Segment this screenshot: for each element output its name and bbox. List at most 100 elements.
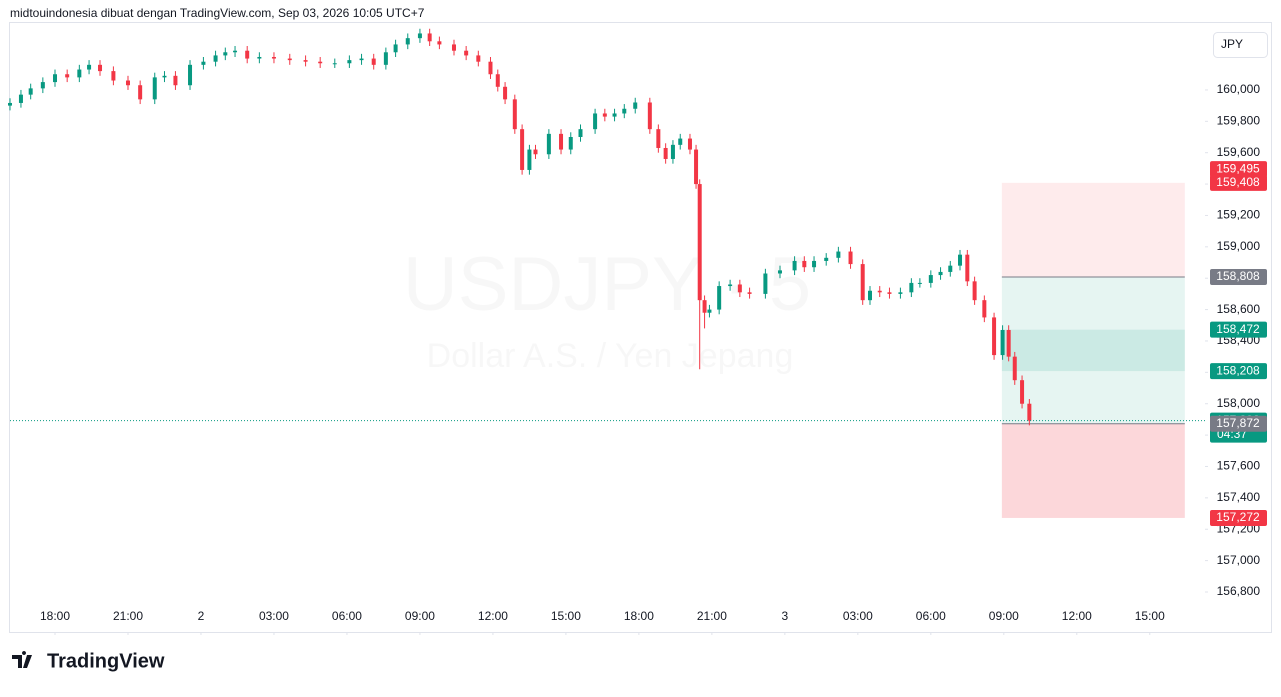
candle-body (909, 282, 914, 293)
position-zone (1001, 329, 1185, 372)
candle-body (678, 138, 683, 145)
candle-body (213, 55, 218, 62)
candle-body (476, 55, 481, 62)
y-tick-label: 158,000 (1217, 396, 1261, 410)
x-tick-label: 06:00 (332, 609, 362, 623)
candle-body (188, 64, 193, 86)
candle-body (1000, 329, 1005, 356)
currency-label[interactable]: JPY (1221, 37, 1243, 51)
candle-body (1012, 356, 1017, 381)
y-tick-label: 156,800 (1217, 584, 1261, 598)
price-label-box (1210, 161, 1267, 178)
candle-body (948, 265, 953, 272)
candle-body (836, 251, 841, 258)
candle-body (958, 254, 963, 266)
position-zone (1001, 182, 1185, 277)
watermark-description: Dollar A.S. / Yen Jepang (427, 337, 794, 375)
x-tick-label: 15:00 (1135, 609, 1165, 623)
y-tick-label: 159,200 (1217, 208, 1261, 222)
candle-body (393, 44, 398, 53)
price-label-box (1210, 415, 1267, 432)
candle-body (559, 133, 564, 150)
candle-body (77, 69, 82, 78)
candle-body (527, 149, 532, 170)
candle-body (1020, 380, 1025, 404)
candle-body (488, 61, 493, 75)
candle-body (65, 74, 70, 78)
x-tick-label: 03:00 (259, 609, 289, 623)
candle-body (152, 77, 157, 100)
candle-body (162, 75, 167, 78)
candle-body (111, 71, 116, 81)
candle-body (503, 86, 508, 100)
candle-body (707, 309, 712, 313)
candle-body (633, 102, 638, 109)
y-tick-label: 158,600 (1217, 302, 1261, 316)
x-tick-label: 3 (782, 609, 789, 623)
candle-body (223, 52, 228, 56)
candle-body (737, 284, 742, 293)
candle-body (647, 102, 652, 130)
candle-body (802, 260, 807, 268)
candle-body (287, 58, 292, 61)
brand-icon[interactable] (12, 651, 32, 668)
chart-frame (9, 22, 1272, 633)
candle-body (332, 63, 337, 65)
candle-body (982, 300, 987, 318)
candle-body (1006, 329, 1011, 357)
candle-body (848, 251, 853, 265)
candle-body (347, 60, 352, 64)
currency-button[interactable] (1213, 32, 1268, 58)
candle-body (702, 300, 707, 313)
price-label: 158,472 (1216, 322, 1260, 336)
candle-body (546, 133, 551, 155)
candle-body (233, 50, 238, 53)
price-label: 159,495 (1216, 161, 1260, 175)
candle-body (972, 281, 977, 301)
candle-body (694, 149, 699, 185)
brand-logo[interactable]: TradingView (12, 650, 165, 672)
brand-name[interactable]: TradingView (47, 650, 165, 672)
x-tick-label: 09:00 (405, 609, 435, 623)
candle-body (18, 94, 23, 103)
candle-body (602, 113, 607, 117)
candle-body (593, 113, 598, 130)
candle-body (1027, 403, 1032, 421)
candle-body (173, 75, 178, 86)
candle-body (728, 284, 733, 287)
candle-body (824, 257, 829, 261)
candle-body (656, 129, 661, 148)
candle-body (747, 292, 752, 294)
price-label-box (1210, 321, 1267, 338)
x-tick-label: 06:00 (916, 609, 946, 623)
candle-body (371, 58, 376, 65)
x-tick-label: 2 (198, 609, 205, 623)
candle-body (495, 74, 500, 87)
price-label-box (1210, 363, 1267, 380)
candle-body (427, 33, 432, 42)
candle-body (812, 260, 817, 268)
y-tick-label: 157,600 (1217, 459, 1261, 473)
candle-body (125, 80, 130, 86)
candle-body (53, 74, 58, 83)
candle-body (8, 102, 12, 106)
x-tick-label: 21:00 (113, 609, 143, 623)
candle-body (992, 317, 997, 356)
candle-body (271, 56, 276, 59)
y-tick-label: 159,000 (1217, 239, 1261, 253)
candle-body (612, 113, 617, 117)
candle-body (87, 64, 92, 70)
candle-body (717, 286, 722, 310)
x-tick-label: 18:00 (40, 609, 70, 623)
candle-body (437, 41, 442, 45)
price-label: 157,272 (1216, 510, 1260, 524)
y-tick-label: 157,000 (1217, 553, 1261, 567)
candle-body (405, 38, 410, 45)
candle-body (257, 56, 262, 59)
price-label-box (1210, 174, 1267, 191)
watermark-symbol: USDJPY · 5 (403, 242, 811, 327)
candle-body (568, 137, 573, 150)
candle-body (383, 52, 388, 65)
